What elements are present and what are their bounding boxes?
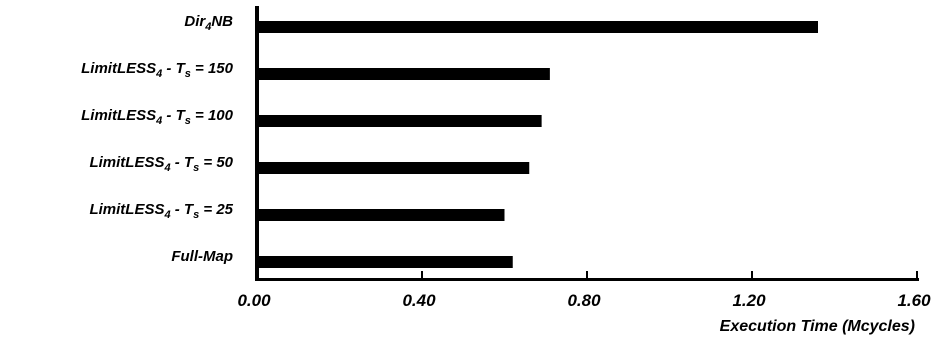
x-tick-label-2: 0.80 [567, 291, 601, 310]
bar-0 [257, 21, 818, 33]
bar-2 [257, 115, 542, 127]
bar-5 [257, 256, 513, 268]
x-tick-labels: 0.00 0.40 0.80 1.20 1.60 [237, 291, 931, 310]
x-tick-label-4: 1.60 [897, 291, 931, 310]
category-label-4: LimitLESS4 - Ts = 25 [89, 201, 233, 221]
category-labels: Dir4NB LimitLESS4 - Ts = 150 LimitLESS4 - … [81, 13, 234, 265]
x-ticks [256, 271, 918, 280]
bars-group [257, 21, 818, 268]
category-label-1: LimitLESS4 - Ts = 150 [81, 60, 234, 80]
x-tick-label-1: 0.40 [402, 291, 436, 310]
x-tick-label-0: 0.00 [237, 291, 271, 310]
bar-4 [257, 209, 505, 221]
category-label-5: Full-Map [171, 248, 233, 265]
bar-1 [257, 68, 550, 80]
category-label-0: Dir4NB [184, 13, 233, 33]
category-label-2: LimitLESS4 - Ts = 100 [81, 107, 234, 127]
category-label-3: LimitLESS4 - Ts = 50 [89, 154, 233, 174]
x-axis-title: Execution Time (Mcycles) [720, 318, 915, 335]
x-tick-label-3: 1.20 [732, 291, 766, 310]
bar-3 [257, 162, 530, 174]
